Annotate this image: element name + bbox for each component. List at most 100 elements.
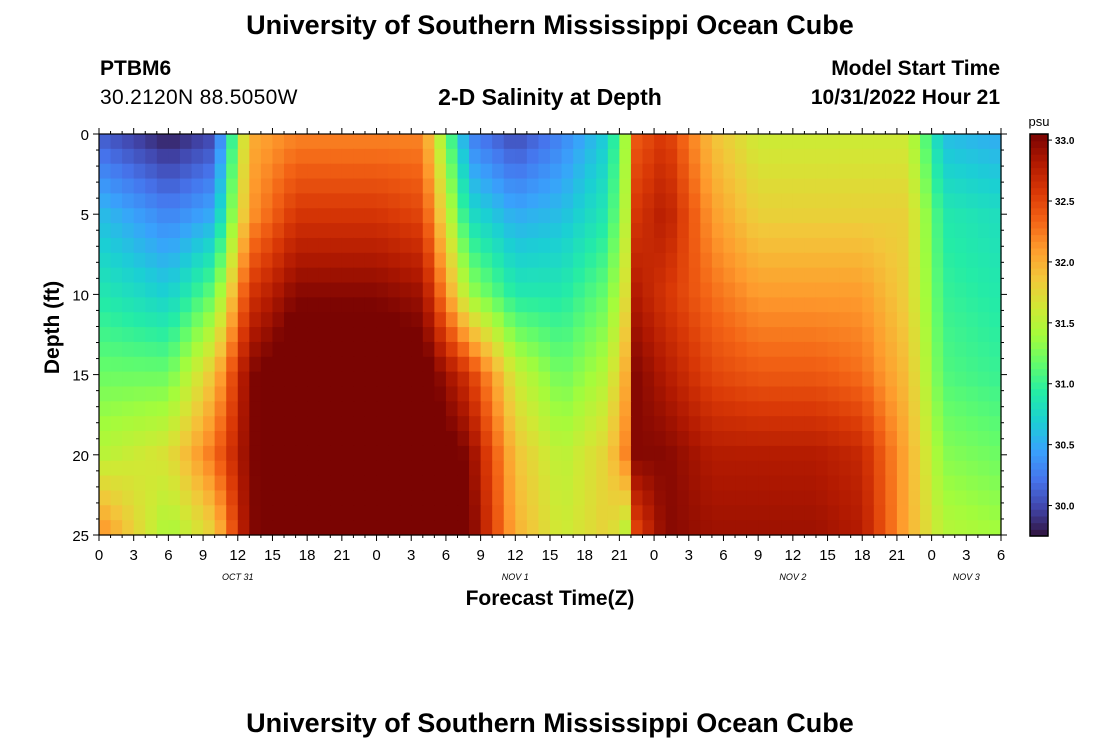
heatmap-cell xyxy=(526,356,540,373)
colorbar-swatch xyxy=(1030,368,1048,376)
heatmap-cell xyxy=(122,148,135,165)
colorbar: 33.032.532.031.531.030.530.0 xyxy=(1029,133,1075,537)
heatmap-cell xyxy=(445,252,459,269)
heatmap-cell xyxy=(480,371,493,388)
heatmap-cell xyxy=(99,431,112,447)
heatmap-cell xyxy=(168,267,181,284)
heatmap-cell xyxy=(295,431,308,447)
heatmap-cell xyxy=(295,134,308,150)
heatmap-cell xyxy=(850,341,863,358)
heatmap-cell xyxy=(815,148,829,165)
heatmap-cell xyxy=(792,505,806,521)
heatmap-cell xyxy=(827,148,840,165)
heatmap-cell xyxy=(781,401,794,417)
heatmap-cell xyxy=(885,505,898,521)
heatmap-cell xyxy=(445,134,459,150)
heatmap-cell xyxy=(249,208,262,224)
heatmap-cell xyxy=(214,237,227,254)
colorbar-swatch xyxy=(1030,194,1048,202)
heatmap-cell xyxy=(284,416,297,432)
heatmap-cell xyxy=(122,267,135,284)
heatmap-cell xyxy=(804,416,817,432)
heatmap-cell xyxy=(434,297,447,313)
heatmap-cell xyxy=(943,401,956,417)
heatmap-cell xyxy=(654,445,667,462)
heatmap-cell xyxy=(862,341,875,358)
heatmap-cell xyxy=(110,178,123,195)
heatmap-cell xyxy=(711,178,725,195)
heatmap-cell xyxy=(839,520,852,536)
heatmap-cell xyxy=(318,134,331,150)
heatmap-cell xyxy=(584,252,597,269)
heatmap-cell xyxy=(792,520,806,536)
heatmap-cell xyxy=(388,134,401,150)
heatmap-cell xyxy=(746,520,759,536)
heatmap-cell xyxy=(156,193,169,209)
heatmap-cell xyxy=(758,416,771,432)
heatmap-cell xyxy=(538,134,551,150)
heatmap-cell xyxy=(538,297,551,313)
heatmap-cell xyxy=(619,460,632,477)
heatmap-cell xyxy=(827,416,840,432)
heatmap-cell xyxy=(781,148,794,165)
heatmap-cell xyxy=(330,193,343,209)
heatmap-cell xyxy=(746,416,759,432)
heatmap-cell xyxy=(561,163,574,180)
heatmap-cell xyxy=(839,237,852,254)
heatmap-cell xyxy=(145,520,158,536)
heatmap-cell xyxy=(908,505,921,521)
heatmap-cell xyxy=(781,475,794,492)
heatmap-cell xyxy=(214,475,227,492)
heatmap-cell xyxy=(804,252,817,269)
heatmap-cell xyxy=(769,327,782,343)
x-day-label: NOV 2 xyxy=(779,572,806,582)
heatmap-cell xyxy=(792,178,806,195)
heatmap-cell xyxy=(99,445,112,462)
heatmap-cell xyxy=(179,327,193,343)
heatmap-cell xyxy=(307,282,320,298)
heatmap-cell xyxy=(688,312,701,328)
heatmap-cell xyxy=(815,386,829,402)
heatmap-cell xyxy=(492,237,505,254)
heatmap-cell xyxy=(445,297,459,313)
heatmap-cell xyxy=(989,193,1002,209)
heatmap-cell xyxy=(110,148,123,165)
heatmap-cell xyxy=(735,416,748,432)
heatmap-cell xyxy=(584,460,597,477)
heatmap-cell xyxy=(179,237,193,254)
heatmap-cell xyxy=(573,445,586,462)
heatmap-cell xyxy=(168,416,181,432)
heatmap-cell xyxy=(873,401,886,417)
heatmap-cell xyxy=(260,312,274,328)
colorbar-swatch xyxy=(1030,529,1048,537)
heatmap-cell xyxy=(353,445,366,462)
colorbar-swatch xyxy=(1030,167,1048,175)
heatmap-cell xyxy=(307,445,320,462)
heatmap-cell xyxy=(815,223,829,239)
heatmap-cell xyxy=(191,356,204,373)
heatmap-cell xyxy=(989,178,1002,195)
heatmap-cell xyxy=(677,148,690,165)
heatmap-cell xyxy=(584,341,597,358)
colorbar-swatch xyxy=(1030,134,1048,142)
heatmap-cell xyxy=(515,371,528,388)
heatmap-cell xyxy=(99,416,112,432)
heatmap-cell xyxy=(318,267,331,284)
heatmap-cell xyxy=(954,401,967,417)
heatmap-cell xyxy=(885,356,898,373)
heatmap-cell xyxy=(156,341,169,358)
heatmap-cell xyxy=(272,371,285,388)
heatmap-cell xyxy=(110,445,123,462)
heatmap-cell xyxy=(492,416,505,432)
heatmap-cell xyxy=(804,208,817,224)
heatmap-cell xyxy=(445,431,459,447)
heatmap-cell xyxy=(376,401,389,417)
heatmap-cell xyxy=(873,193,886,209)
heatmap-cell xyxy=(908,445,921,462)
heatmap-cell xyxy=(920,327,933,343)
heatmap-cell xyxy=(526,134,540,150)
heatmap-cell xyxy=(376,178,389,195)
heatmap-cell xyxy=(330,460,343,477)
heatmap-cell xyxy=(746,401,759,417)
heatmap-cell xyxy=(850,134,863,150)
